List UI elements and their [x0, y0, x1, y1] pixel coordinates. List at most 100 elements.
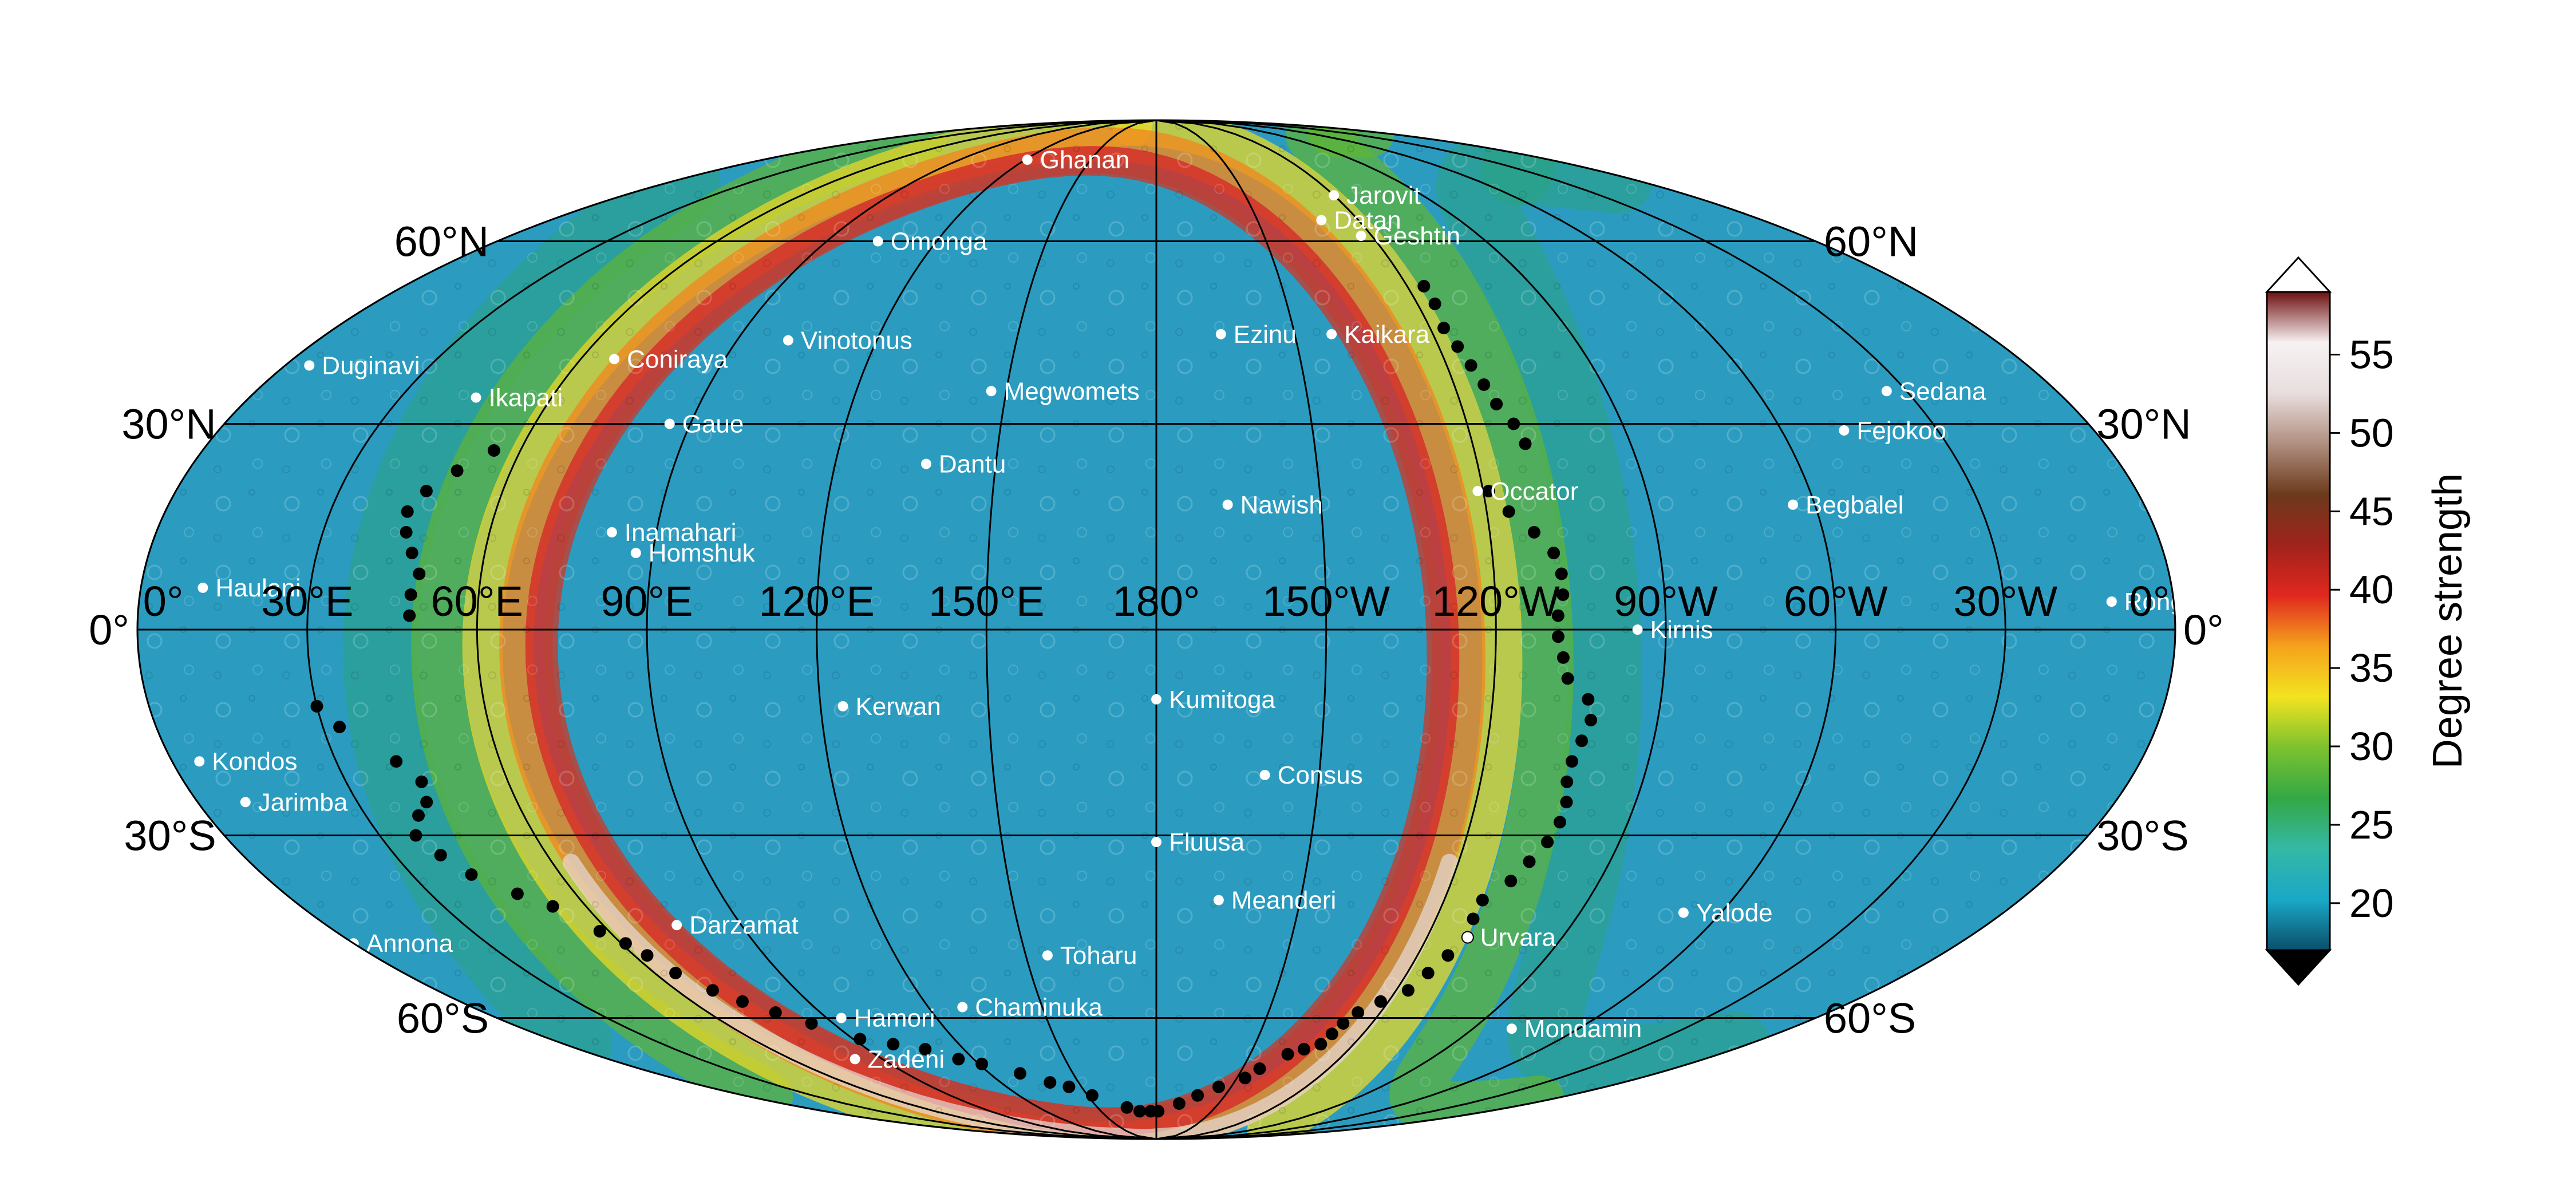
lat-label-left: 30°N: [121, 401, 216, 448]
colorbar-tick-label: 30: [2349, 724, 2394, 769]
ring-point: [1441, 949, 1455, 962]
ring-point: [465, 868, 478, 881]
feature-label: Meanderi: [1231, 887, 1336, 915]
feature-kirnis: Kirnis: [1632, 616, 1713, 644]
feature-dot: [1329, 190, 1340, 201]
feature-label: Kaikara: [1344, 321, 1430, 349]
feature-dot: [1678, 907, 1689, 918]
feature-label: Omonga: [891, 228, 987, 256]
ring-point: [409, 829, 422, 842]
ring-point: [412, 809, 425, 822]
feature-label: Vinotonus: [801, 327, 912, 355]
ring-point: [420, 796, 433, 809]
feature-label: Jarovit: [1346, 181, 1421, 209]
lon-label: 120°W: [1432, 578, 1560, 625]
ring-point: [1523, 855, 1536, 868]
feature-dot: [304, 360, 315, 371]
feature-dot: [194, 756, 205, 767]
ring-point: [420, 484, 433, 497]
ring-point: [310, 699, 323, 713]
feature-dot: [1632, 624, 1643, 635]
lon-label: 90°W: [1614, 578, 1718, 625]
ring-point: [1502, 505, 1515, 518]
ring-point: [952, 1053, 965, 1066]
feature-rongo: Rongo: [2106, 588, 2175, 616]
ring-point: [1541, 836, 1554, 849]
colorbar-tick-label: 55: [2349, 333, 2394, 377]
ring-point: [1191, 1089, 1204, 1102]
feature-label: Datan: [1334, 207, 1401, 235]
feature-begbalel: Begbalel: [1788, 491, 1903, 519]
lon-label: 120°E: [758, 578, 874, 625]
ring-point: [805, 1017, 818, 1030]
ring-point: [641, 949, 654, 962]
ring-point: [593, 924, 606, 938]
feature-dot: [1788, 499, 1799, 510]
ring-point: [1560, 775, 1574, 788]
ring-point: [487, 444, 500, 457]
feature-dot: [197, 582, 208, 593]
ring-point: [415, 775, 428, 788]
feature-coniraya: Coniraya: [609, 345, 728, 373]
lon-label: 0°: [2129, 578, 2170, 625]
feature-dot: [609, 354, 620, 365]
feature-label: Urvara: [1480, 924, 1556, 952]
feature-jarovit: Jarovit: [1329, 181, 1421, 209]
colorbar-tick-label: 25: [2349, 802, 2394, 847]
longitude-labels: 0° 30°E 60°E 90°E 120°E 150°E 180° 150°W 120°W 90…: [143, 578, 2170, 625]
feature-meanderi: Meanderi: [1213, 887, 1336, 915]
lat-label-right: 30°S: [2096, 812, 2188, 860]
feature-kaikara: Kaikara: [1326, 321, 1430, 349]
ring-boundary-points: [310, 280, 1598, 1118]
ring-point: [1417, 280, 1431, 292]
ring-point: [1464, 359, 1477, 372]
lon-label: 30°E: [261, 578, 353, 625]
feature-dot: [837, 701, 848, 711]
ring-point: [511, 887, 524, 900]
feature-dot: [240, 797, 251, 808]
feature-yalode: Yalode: [1678, 899, 1773, 927]
ring-point: [1172, 1097, 1186, 1110]
lat-label-right: 60°S: [1824, 995, 1916, 1042]
lat-label-left: 60°N: [394, 218, 489, 266]
feature-label: Nawish: [1240, 491, 1323, 519]
lon-label: 0°: [143, 578, 184, 625]
lat-label-left: 60°S: [397, 995, 489, 1042]
feature-dot: [850, 1054, 860, 1065]
feature-label: Begbalel: [1805, 491, 1903, 519]
ring-point: [1528, 525, 1540, 539]
feature-label: Dantu: [939, 450, 1006, 479]
feature-dot: [783, 335, 793, 346]
feature-label: Jarimba: [258, 788, 348, 816]
feature-label: Sedana: [1899, 377, 1986, 405]
ring-point: [1504, 875, 1518, 888]
ring-point: [1554, 816, 1566, 829]
feature-dot: [1839, 425, 1850, 436]
ring-point: [1297, 1043, 1310, 1056]
lon-label: 150°W: [1262, 578, 1390, 625]
feature-consus: Consus: [1259, 761, 1363, 789]
lat-label-right: 60°N: [1824, 218, 1918, 266]
feature-dot: [1151, 694, 1161, 705]
ring-point: [1374, 995, 1387, 1008]
feature-dot: [1215, 329, 1226, 339]
feature-dot: [836, 1013, 847, 1023]
ring-point: [1212, 1080, 1225, 1093]
feature-label: Kirnis: [1650, 616, 1713, 644]
ring-point: [1044, 1076, 1057, 1089]
ring-point: [1352, 1006, 1365, 1019]
meridian-270: [1156, 120, 1667, 1139]
feature-dot: [664, 418, 675, 429]
feature-dot: [630, 548, 641, 559]
ring-point: [1120, 1101, 1133, 1114]
feature-chaminuka: Chaminuka: [957, 994, 1103, 1022]
ring-point: [1490, 398, 1503, 410]
ring-point: [769, 1006, 782, 1019]
feature-homshuk: Homshuk: [630, 539, 756, 567]
ring-point: [1133, 1105, 1146, 1118]
feature-gaue: Gaue: [664, 410, 744, 438]
feature-ikapati: Ikapati: [471, 384, 563, 412]
colorbar-tick-label: 50: [2349, 410, 2394, 455]
feature-label: Fejokoo: [1856, 417, 1946, 445]
